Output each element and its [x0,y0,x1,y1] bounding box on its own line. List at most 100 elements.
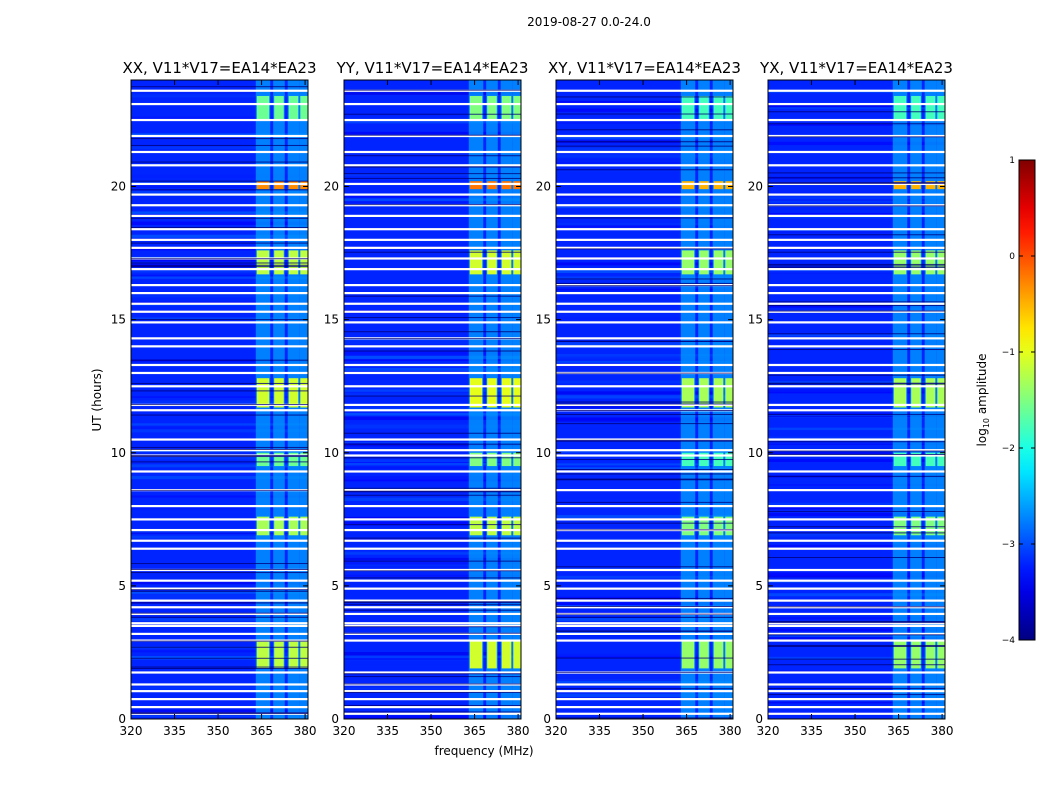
flagged-row [556,489,733,492]
dark-row [768,532,945,534]
dark-row [556,282,733,284]
flagged-row [556,310,733,313]
rfi-block [937,378,945,408]
y-axis-label: UT (hours) [90,368,104,431]
rfi-block [501,95,512,120]
noise-stripe [556,121,733,124]
noise-stripe [344,367,521,371]
noise-stripe [344,173,521,177]
flagged-row [768,712,945,715]
noise-stripe [344,131,521,135]
dark-row [768,172,945,174]
dark-row [768,664,945,666]
dark-row [556,613,733,615]
dark-row [131,359,308,361]
noise-stripe [768,452,945,454]
flagged-row [131,292,308,295]
noise-stripe [344,423,521,427]
noise-stripe [768,427,945,431]
rfi-block [911,516,921,536]
rfi-block [274,95,284,120]
flagged-row [131,228,308,231]
dark-row [556,501,733,503]
noise-stripe [556,405,733,408]
flagged-row [344,671,521,674]
flagged-row [556,622,733,625]
dark-row [131,602,308,604]
noise-stripe [344,687,521,690]
noise-stripe [131,531,308,533]
flagged-row [131,193,308,196]
rfi-block [513,250,521,275]
rfi-block [256,181,270,190]
noise-stripe [131,264,308,268]
flagged-row [131,371,308,375]
rfi-block [681,250,695,275]
dark-row [768,310,945,312]
dark-row [768,177,945,179]
noise-stripe [131,709,308,713]
rfi-block [725,95,733,120]
flagged-row [556,228,733,231]
rfi-block [513,378,521,408]
x-tick-label: 320 [333,724,356,738]
rfi-block [725,516,733,536]
noise-stripe [344,479,521,482]
flagged-row [768,606,945,609]
noise-stripe [131,191,308,194]
noise-stripe [768,701,945,704]
dark-row [344,609,521,611]
flagged-row [344,683,521,686]
flagged-row [131,134,308,138]
flagged-row [768,438,945,441]
dark-row [556,439,733,441]
noise-stripe [131,213,308,216]
noise-stripe [556,360,733,363]
rfi-block [911,250,921,275]
dark-row [131,227,308,229]
flagged-row [768,246,945,249]
dark-row [768,111,945,113]
noise-stripe [131,396,308,398]
noise-stripe [556,380,733,384]
dark-row [556,372,733,374]
noise-stripe [131,429,308,433]
flagged-row [131,639,308,642]
dark-row [131,242,308,244]
flagged-row [344,214,521,217]
dark-row [768,205,945,207]
rfi-block [713,95,724,120]
dark-row [556,141,733,143]
flagged-row [768,204,945,207]
dark-row [768,251,945,253]
dark-row [344,490,521,492]
y-tick-label: 10 [536,446,551,460]
noise-stripe [131,476,308,480]
flagged-row [344,632,521,635]
noise-stripe [556,108,733,112]
noise-stripe [131,535,308,539]
dark-row [768,349,945,351]
heatmap-image [344,80,521,719]
noise-stripe [556,262,733,266]
flagged-row [131,632,308,635]
rfi-block [937,516,945,536]
dark-row [768,301,945,303]
y-tick-label: 5 [118,579,126,593]
noise-stripe [344,465,521,470]
flagged-row [344,134,521,138]
noise-stripe [556,147,733,151]
noise-stripe [768,201,945,203]
flagged-row [768,622,945,625]
flagged-row [768,671,945,674]
dark-row [556,469,733,471]
dark-row [556,169,733,171]
dark-row [344,113,521,115]
dark-row [556,671,733,673]
y-tick-label: 20 [748,180,763,194]
panel-title: YY, V11*V17=EA14*EA23 [336,59,529,77]
rfi-block [288,181,299,190]
noise-stripe [556,467,733,470]
flagged-row [131,624,308,628]
